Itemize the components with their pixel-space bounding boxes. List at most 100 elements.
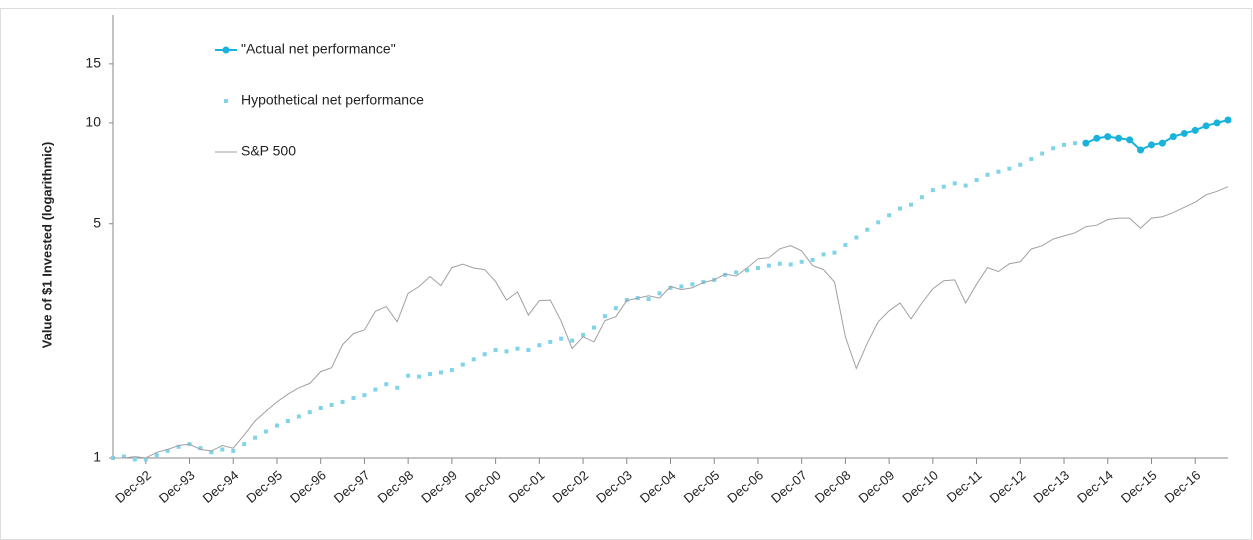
point [154, 453, 159, 458]
point [460, 362, 465, 367]
point [1169, 133, 1177, 141]
point [274, 423, 279, 428]
point [723, 272, 728, 277]
point [559, 336, 564, 341]
series-line [113, 186, 1229, 459]
point [996, 169, 1001, 174]
point [340, 399, 345, 404]
point [132, 457, 137, 462]
point [1104, 133, 1112, 141]
x-tick-label: Dec-99 [418, 467, 460, 505]
x-tick-label: Dec-95 [243, 467, 285, 505]
point [406, 373, 411, 378]
point [876, 220, 881, 225]
point [1072, 141, 1077, 146]
point [285, 418, 290, 423]
x-tick-label: Dec-07 [768, 467, 810, 505]
point [548, 339, 553, 344]
point [985, 172, 990, 177]
x-tick-label: Dec-96 [287, 467, 329, 505]
point [755, 265, 760, 270]
point [1158, 139, 1166, 147]
point [1051, 146, 1056, 151]
point [799, 259, 804, 264]
point [777, 261, 782, 266]
point [570, 338, 575, 343]
x-tick-label: Dec-93 [156, 467, 198, 505]
point [1093, 134, 1101, 142]
x-tick-label: Dec-00 [462, 467, 504, 505]
point [843, 243, 848, 248]
y-tick-label: 10 [85, 114, 101, 130]
point [690, 282, 695, 287]
point [821, 252, 826, 257]
point [1040, 151, 1045, 156]
legend-marker [222, 46, 230, 54]
point [668, 285, 673, 290]
point [504, 349, 509, 354]
point [657, 291, 662, 296]
point [253, 435, 258, 440]
point [537, 343, 542, 348]
y-axis-label: Value of $1 Invested (logarithmic) [39, 142, 54, 349]
point [1147, 141, 1155, 149]
point [919, 195, 924, 200]
point [384, 382, 389, 387]
point [1191, 126, 1199, 134]
point [351, 396, 356, 401]
point [395, 385, 400, 390]
x-tick-label: Dec-98 [375, 467, 417, 505]
x-tick-label: Dec-13 [1030, 467, 1072, 505]
y-tick-label: 15 [85, 55, 101, 71]
point [1202, 122, 1210, 130]
y-tick-label: 5 [93, 214, 101, 230]
x-tick-label: Dec-15 [1118, 467, 1160, 505]
x-tick-label: Dec-92 [112, 467, 154, 505]
point [810, 257, 815, 262]
point [1224, 116, 1232, 124]
point [264, 429, 269, 434]
point [176, 444, 181, 449]
point [318, 405, 323, 410]
point [646, 297, 651, 302]
point [908, 202, 913, 207]
x-tick-label: Dec-14 [1074, 467, 1116, 505]
point [231, 448, 236, 453]
x-tick-label: Dec-01 [506, 467, 548, 505]
point [296, 414, 301, 419]
point [428, 372, 433, 377]
x-tick-label: Dec-12 [987, 467, 1029, 505]
x-tick-label: Dec-97 [331, 467, 373, 505]
point [482, 352, 487, 357]
point [974, 178, 979, 183]
point [373, 387, 378, 392]
x-tick-label: Dec-16 [1162, 467, 1204, 505]
point [952, 181, 957, 186]
point [493, 348, 498, 353]
point [515, 346, 520, 351]
point [1213, 119, 1221, 127]
point [941, 184, 946, 189]
point [1007, 166, 1012, 171]
point [471, 357, 476, 362]
point [1018, 162, 1023, 167]
x-tick-label: Dec-94 [200, 467, 242, 505]
point [143, 457, 148, 462]
y-tick-label: 1 [93, 449, 101, 465]
point [449, 368, 454, 373]
point [788, 262, 793, 267]
point [1029, 157, 1034, 162]
point [1115, 134, 1123, 142]
point [329, 402, 334, 407]
point [1082, 139, 1090, 147]
point [165, 448, 170, 453]
point [1062, 142, 1067, 147]
point [307, 410, 312, 415]
x-tick-label: Dec-06 [724, 467, 766, 505]
point [417, 374, 422, 379]
point [602, 314, 607, 319]
point [438, 370, 443, 375]
point [766, 263, 771, 268]
x-tick-label: Dec-03 [593, 467, 635, 505]
point [362, 393, 367, 398]
